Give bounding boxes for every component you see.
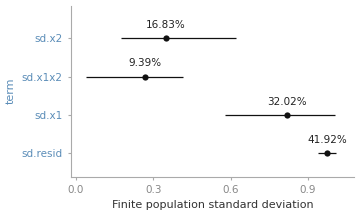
Text: 9.39%: 9.39% — [129, 58, 162, 68]
Text: 16.83%: 16.83% — [146, 20, 186, 30]
Text: 32.02%: 32.02% — [267, 97, 307, 107]
Text: 41.92%: 41.92% — [307, 135, 347, 145]
X-axis label: Finite population standard deviation: Finite population standard deviation — [112, 200, 313, 210]
Y-axis label: term: term — [5, 78, 15, 104]
